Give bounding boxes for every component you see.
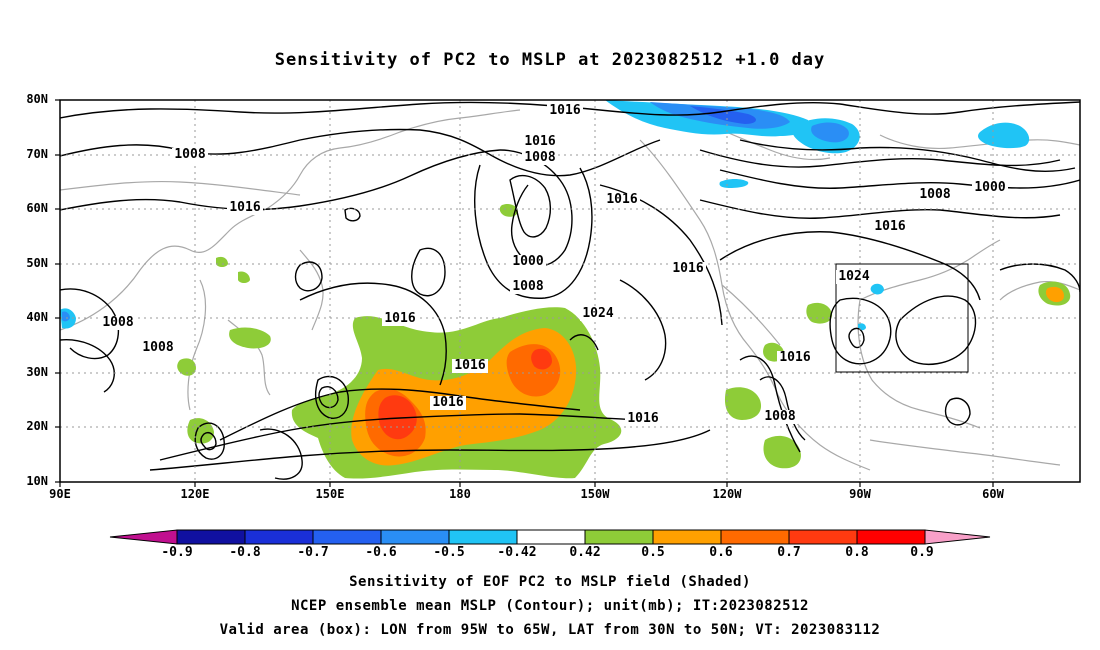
contour-label-bg [762,410,798,424]
lon-label: 120W [712,487,742,501]
contour-label-bg [382,312,418,326]
contour-label-bg [972,181,1008,195]
contour-label-bg [777,351,813,365]
contour-label: 1008 [174,147,205,162]
contour-label-bg [510,255,546,269]
contour-label: 1008 [102,315,133,330]
colorbar-label: 0.42 [569,545,601,560]
valid-area-box [835,263,969,373]
contour-label-bg [522,151,558,165]
contour-label: 1016 [549,103,580,118]
contour-label-bg [547,104,583,118]
lat-label: 50N [26,256,48,270]
contour-label: 1016 [454,358,485,373]
contour-label: 1008 [142,340,173,355]
colorbar-label: -0.6 [365,545,397,560]
contour-label-bg [140,341,176,355]
colorbar-label: 0.5 [641,545,665,560]
colorbar-swatch [584,529,654,545]
lat-label: 10N [26,474,48,488]
contour-label: 1008 [512,279,543,294]
caption-line: Valid area (box): LON from 95W to 65W, L… [219,622,881,638]
lat-label: 40N [26,310,48,324]
colorbar-label: 0.6 [709,545,733,560]
colorbar-label: -0.5 [433,545,465,560]
contour-label-bg [510,280,546,294]
contour-label: 1016 [432,395,463,410]
contour-label-bg [604,193,640,207]
contour-labels: 1016101610081016100810161016100010081016… [100,103,1008,426]
colorbar-label: -0.42 [497,545,537,560]
contour-label-bg [227,201,263,215]
colorbar-swatch [380,529,450,545]
contour-label-bg [430,396,466,410]
contour-label: 1016 [672,261,703,276]
colorbar-high-extend [924,529,991,545]
colorbar-low-extend [109,529,178,545]
lon-label: 150W [580,487,610,501]
contour-label-bg [670,262,706,276]
contour-label: 1016 [606,192,637,207]
contour-label-bg [100,316,136,330]
colorbar-swatch [516,529,586,545]
positive-sensitivity-shading [177,203,1071,479]
contour-label: 1016 [524,134,555,149]
colorbar-label: 0.9 [910,545,934,560]
contour-label: 1016 [384,311,415,326]
colorbar-swatch [856,529,926,545]
colorbar-swatch [312,529,382,545]
colorbar-swatch [176,529,246,545]
contour-label-bg [872,220,908,234]
colorbar [109,529,991,545]
lon-label: 60W [982,487,1004,501]
colorbar-label: 0.7 [777,545,801,560]
colorbar-label: -0.8 [229,545,261,560]
contour-label: 1008 [764,409,795,424]
contour-label-bg [522,135,558,149]
contour-label: 1016 [779,350,810,365]
contour-label-bg [836,270,872,284]
caption-line: NCEP ensemble mean MSLP (Contour); unit(… [291,598,809,614]
contour-label: 1000 [974,180,1005,195]
lon-label: 150E [315,487,345,501]
colorbar-swatch [720,529,790,545]
contour-label-bg [580,307,616,321]
contour-label: 1000 [512,254,543,269]
coastlines [60,109,1080,471]
contour-label-bg [917,188,953,202]
caption-line: Sensitivity of EOF PC2 to MSLP field (Sh… [349,574,751,590]
graticule [60,100,1080,482]
colorbar-swatch [244,529,314,545]
contour-label: 1016 [229,200,260,215]
plot-title: Sensitivity of PC2 to MSLP at 2023082512… [274,50,826,70]
lat-label: 30N [26,365,48,379]
lat-label: 20N [26,419,48,433]
lon-label: 180 [449,487,471,501]
lon-label: 120E [180,487,210,501]
contour-label-bg [172,148,208,162]
contour-label-bg [452,359,488,373]
lon-label: 90W [849,487,871,501]
colorbar-swatch [448,529,518,545]
contour-label-bg [625,412,661,426]
contour-label: 1024 [838,269,869,284]
contour-label: 1016 [874,219,905,234]
contour-label: 1008 [524,150,555,165]
colorbar-label: -0.9 [161,545,193,560]
lon-label: 90E [49,487,71,501]
lat-label: 80N [26,92,48,106]
colorbar-label: -0.7 [297,545,329,560]
lat-label: 70N [26,147,48,161]
colorbar-swatch [652,529,722,545]
contour-label: 1008 [919,187,950,202]
lat-label: 60N [26,201,48,215]
contour-label: 1024 [582,306,613,321]
negative-sensitivity-shading [60,100,1030,331]
contour-label: 1016 [627,411,658,426]
colorbar-swatch [788,529,858,545]
colorbar-label: 0.8 [845,545,869,560]
